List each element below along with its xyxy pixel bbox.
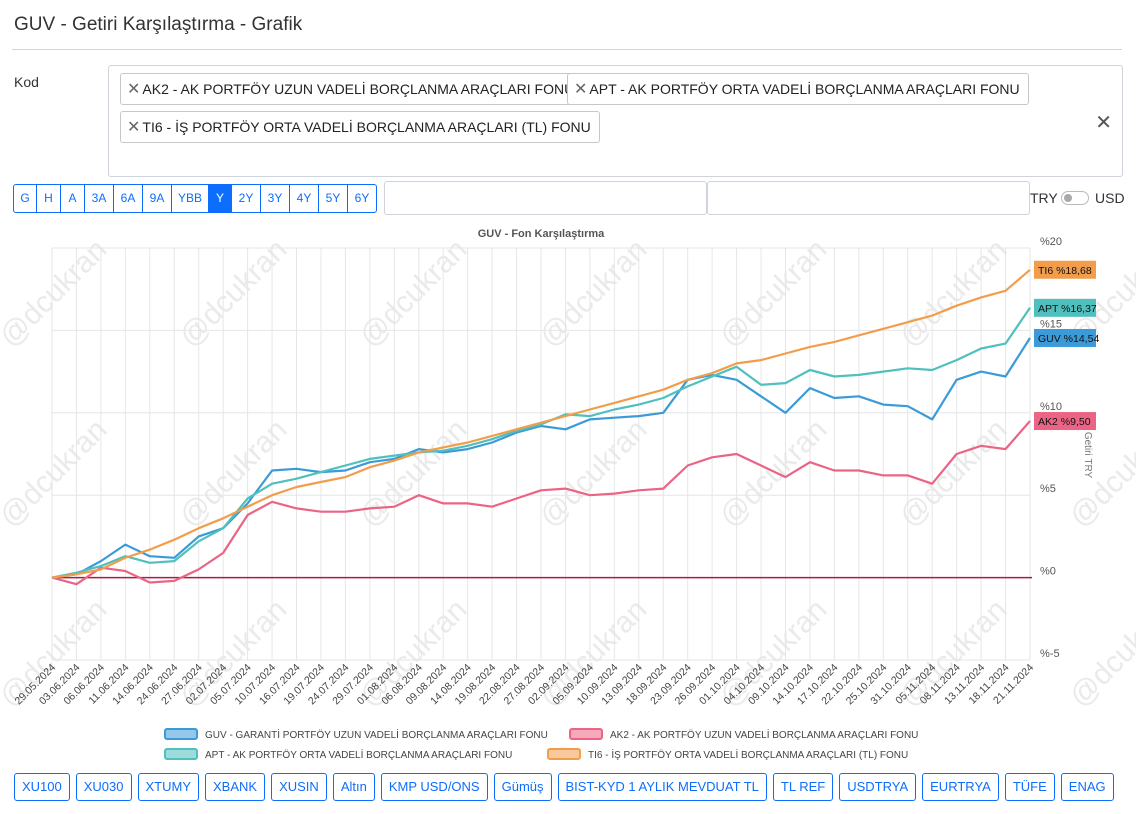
- range-button-2y[interactable]: 2Y: [231, 184, 261, 213]
- fund-chip-ak2: ✕ AK2 - AK PORTFÖY UZUN VADELİ BORÇLANMA …: [120, 73, 584, 105]
- watermark-text: @dcukran: [0, 413, 113, 533]
- y-tick-label: %-5: [1040, 648, 1060, 660]
- fund-chip-label: APT - AK PORTFÖY ORTA VADELİ BORÇLANMA A…: [589, 81, 1020, 97]
- watermark-text: @dcukran: [713, 233, 833, 353]
- fund-chip-label: AK2 - AK PORTFÖY UZUN VADELİ BORÇLANMA A…: [142, 81, 575, 97]
- chart-area: @dcukran @dcukran @dcukran @dcukran @dcukran…: [0, 220, 1136, 765]
- fund-chip-apt: ✕ APT - AK PORTFÖY ORTA VADELİ BORÇLANMA …: [567, 73, 1029, 105]
- end-label-text: AK2 %9,50: [1038, 416, 1091, 428]
- currency-toggle[interactable]: [1061, 191, 1089, 205]
- legend-swatch-apt[interactable]: [164, 748, 198, 760]
- range-button-g[interactable]: G: [13, 184, 37, 213]
- end-label-apt: APT %16,37: [1034, 298, 1097, 317]
- range-button-6a[interactable]: 6A: [113, 184, 143, 213]
- y-tick-label: %20: [1040, 236, 1062, 248]
- indicator-button-bist-kyd[interactable]: BIST-KYD 1 AYLIK MEVDUAT TL: [557, 773, 767, 801]
- range-button-y[interactable]: Y: [208, 184, 232, 213]
- currency-usd-label: USD: [1095, 190, 1125, 206]
- watermark-text: @dcukran: [893, 413, 1013, 533]
- range-button-5y[interactable]: 5Y: [318, 184, 348, 213]
- watermark-text: @dcukran: [533, 413, 653, 533]
- end-label-box: [1034, 412, 1096, 431]
- series-line-ak2: [51, 420, 1031, 586]
- y-axis-label: Getiri TRY: [1082, 432, 1093, 479]
- indicator-button-xu030[interactable]: XU030: [75, 773, 132, 801]
- fund-chip-label: TI6 - İŞ PORTFÖY ORTA VADELİ BORÇLANMA A…: [142, 119, 591, 135]
- y-tick-label: %0: [1040, 566, 1056, 578]
- end-label-ti6: TI6 %18,68: [1034, 260, 1096, 279]
- title-divider: [12, 49, 1122, 50]
- watermark-text: @dcukran: [0, 233, 113, 353]
- currency-try-label: TRY: [1030, 190, 1058, 206]
- remove-chip-icon[interactable]: ✕: [127, 119, 141, 136]
- end-label-ak2: AK2 %9,50: [1034, 412, 1096, 431]
- indicator-button-xbank[interactable]: XBANK: [205, 773, 266, 801]
- range-button-ybb[interactable]: YBB: [171, 184, 209, 213]
- series-line-guv: [51, 337, 1031, 579]
- end-label-guv: GUV %14,54: [1034, 328, 1099, 347]
- end-label-box: [1034, 260, 1096, 279]
- end-label-text: GUV %14,54: [1038, 333, 1099, 345]
- watermark-text: @dcukran: [713, 413, 833, 533]
- comparison-chart: @dcukran @dcukran @dcukran @dcukran @dcukran…: [0, 228, 1136, 761]
- legend-swatch-ti6[interactable]: [547, 748, 581, 760]
- range-button-9a[interactable]: 9A: [142, 184, 172, 213]
- legend-swatch-guv[interactable]: [164, 728, 198, 740]
- watermark-text: @dcukran: [1063, 413, 1136, 533]
- fund-chip-ti6: ✕ TI6 - İŞ PORTFÖY ORTA VADELİ BORÇLANMA …: [120, 111, 600, 143]
- y-tick-label: %5: [1040, 483, 1056, 495]
- legend-label-guv: GUV - GARANTİ PORTFÖY UZUN VADELİ BORÇLA…: [205, 728, 548, 741]
- toggle-knob: [1064, 194, 1072, 202]
- chart-title: GUV - Fon Karşılaştırma: [478, 228, 605, 240]
- range-button-h[interactable]: H: [36, 184, 61, 213]
- remove-chip-icon[interactable]: ✕: [127, 81, 141, 98]
- start-date-input[interactable]: [384, 181, 707, 215]
- legend-label-ak2: AK2 - AK PORTFÖY UZUN VADELİ BORÇLANMA A…: [610, 728, 918, 741]
- indicator-button-altin[interactable]: Altın: [332, 773, 375, 801]
- end-label-text: TI6 %18,68: [1038, 265, 1092, 277]
- clear-all-icon[interactable]: ✕: [1095, 112, 1112, 134]
- fund-multiselect[interactable]: ✕ AK2 - AK PORTFÖY UZUN VADELİ BORÇLANMA …: [108, 65, 1123, 177]
- watermark-text: @dcukran: [1063, 593, 1136, 713]
- watermark-text: @dcukran: [353, 413, 473, 533]
- indicator-button-usdtrya[interactable]: USDTRYA: [839, 773, 917, 801]
- indicator-button-enag[interactable]: ENAG: [1060, 773, 1114, 801]
- watermark-text: @dcukran: [173, 233, 293, 353]
- legend-label-apt: APT - AK PORTFÖY ORTA VADELİ BORÇLANMA A…: [205, 748, 512, 761]
- series-line-apt: [51, 307, 1031, 579]
- watermark-text: @dcukran: [533, 233, 653, 353]
- end-label-box: [1034, 298, 1096, 317]
- remove-chip-icon[interactable]: ✕: [574, 81, 588, 98]
- indicator-button-tufe[interactable]: TÜFE: [1004, 773, 1055, 801]
- y-tick-label: %15: [1040, 318, 1062, 330]
- legend-swatch-ak2[interactable]: [569, 728, 603, 740]
- range-button-3a[interactable]: 3A: [84, 184, 114, 213]
- kod-label: Kod: [14, 74, 39, 90]
- range-button-group: G H A 3A 6A 9A YBB Y 2Y 3Y 4Y 5Y 6Y: [13, 184, 377, 213]
- indicator-button-bar: XU100 XU030 XTUMY XBANK XUSIN Altın KMP …: [14, 773, 1120, 801]
- range-button-4y[interactable]: 4Y: [289, 184, 319, 213]
- range-button-3y[interactable]: 3Y: [260, 184, 290, 213]
- series-line-ti6: [51, 268, 1031, 579]
- legend-label-ti6: TI6 - İŞ PORTFÖY ORTA VADELİ BORÇLANMA A…: [588, 748, 908, 761]
- y-tick-label: %10: [1040, 401, 1062, 413]
- watermark-text: @dcukran: [353, 233, 473, 353]
- indicator-button-xtumy[interactable]: XTUMY: [137, 773, 199, 801]
- indicator-button-tl-ref[interactable]: TL REF: [772, 773, 834, 801]
- indicator-button-kmp-usd-ons[interactable]: KMP USD/ONS: [380, 773, 488, 801]
- indicator-button-xusin[interactable]: XUSIN: [271, 773, 327, 801]
- page-title: GUV - Getiri Karşılaştırma - Grafik: [14, 14, 303, 35]
- range-button-6y[interactable]: 6Y: [347, 184, 377, 213]
- end-label-box: [1034, 328, 1096, 347]
- indicator-button-xu100[interactable]: XU100: [14, 773, 70, 801]
- end-label-text: APT %16,37: [1038, 303, 1097, 315]
- indicator-button-gumus[interactable]: Gümüş: [493, 773, 552, 801]
- end-date-input[interactable]: [707, 181, 1030, 215]
- range-button-a[interactable]: A: [60, 184, 85, 213]
- indicator-button-eurtrya[interactable]: EURTRYA: [922, 773, 999, 801]
